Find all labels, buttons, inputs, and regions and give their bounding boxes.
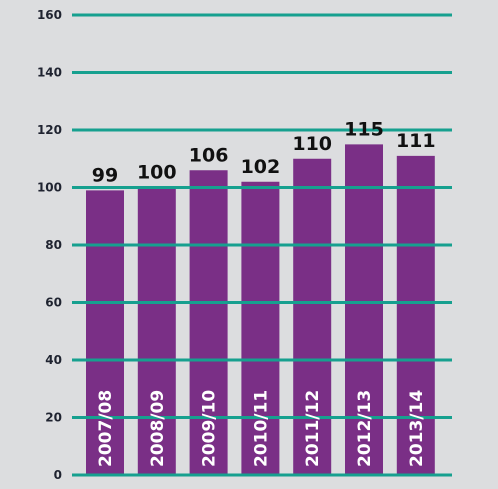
- value-labels-layer: 99 100 106 102 110 115 111: [92, 118, 436, 186]
- y-tick-label: 0: [54, 468, 62, 482]
- category-label: 2013/14: [407, 390, 427, 467]
- y-tick-label: 20: [45, 411, 62, 425]
- category-label: 2007/08: [96, 390, 116, 467]
- bar-2011/12: [293, 158, 332, 475]
- category-label: 2012/13: [355, 390, 375, 467]
- bar-value-label: 99: [92, 164, 118, 186]
- grid-layer: [72, 13, 452, 477]
- bar-value-label: 110: [292, 133, 332, 155]
- bars-layer: [86, 144, 435, 475]
- bar-value-label: 111: [396, 130, 436, 152]
- category-label: 2010/11: [251, 390, 271, 467]
- category-label: 2011/12: [303, 390, 323, 467]
- y-tick-label: 60: [45, 296, 62, 310]
- y-tick-label: 160: [37, 8, 62, 22]
- bar-2013/14: [396, 155, 435, 475]
- category-label: 2009/10: [200, 390, 220, 467]
- bar-2009/10: [189, 170, 228, 475]
- category-labels-layer: 2007/08 2008/09 2009/10 2010/11 2011/12 2012/…: [96, 390, 427, 467]
- bar-value-label: 115: [344, 118, 384, 140]
- y-tick-label: 100: [37, 181, 62, 195]
- y-axis-ticks: 0 20 40 60 80 100 120 140 160: [37, 8, 62, 482]
- bar-2012/13: [345, 144, 383, 475]
- category-label: 2008/09: [148, 390, 168, 467]
- bar-2010/11: [241, 181, 280, 475]
- y-tick-label: 120: [37, 123, 62, 137]
- y-tick-label: 140: [37, 66, 62, 80]
- y-tick-label: 80: [45, 238, 62, 252]
- bar-value-label: 100: [137, 162, 177, 184]
- bar-2007/08: [86, 190, 124, 475]
- bar-value-label: 102: [241, 156, 281, 178]
- bar-value-label: 106: [189, 144, 229, 166]
- bar-2008/09: [137, 187, 176, 475]
- y-tick-label: 40: [45, 353, 62, 367]
